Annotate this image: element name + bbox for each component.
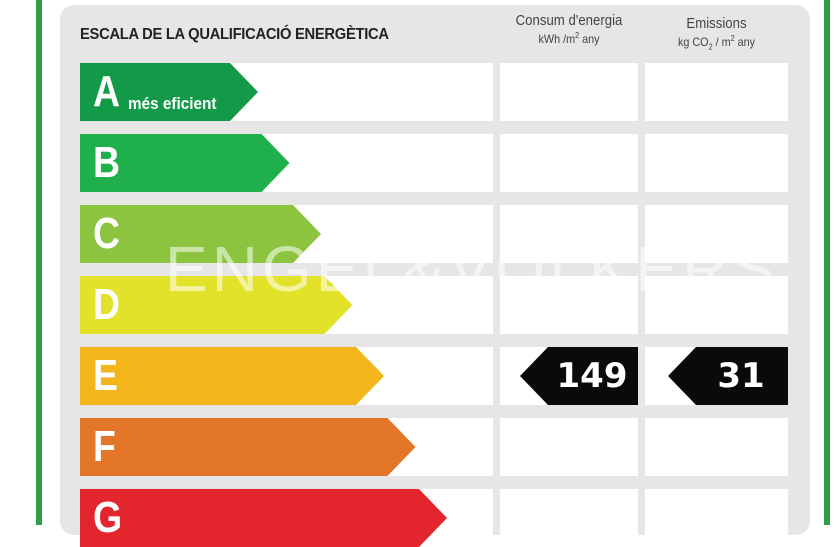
consumption-column-header: Consum d'energia kWh /m2 any [500,12,638,46]
emissions-cell [645,276,788,334]
emissions-column-header: Emissions kg CO2 / m2 any [645,15,788,51]
rating-letter-g: G [93,493,123,542]
rating-letter-c: C [93,209,121,258]
consumption-header-unit: kWh /m2 any [538,31,600,46]
frame-right-border [824,0,830,525]
consumption-indicator-value: 149 [556,356,628,396]
rating-bar-c [80,205,321,263]
rating-letter-a: A [93,67,121,116]
consumption-header-label: Consum d'energia [515,12,623,29]
emissions-cell [645,134,788,192]
emissions-indicator-value: 31 [717,356,765,396]
most-efficient-label: més eficient [128,94,217,113]
emissions-cell [645,205,788,263]
rating-bar-b [80,134,290,192]
emissions-header-unit: kg CO2 / m2 any [677,34,756,52]
emissions-header-label: Emissions [686,15,747,32]
rating-bar-f [80,418,416,476]
rating-letter-d: D [93,280,121,329]
consumption-cell [500,418,638,476]
rating-letter-b: B [93,138,121,187]
consumption-cell [500,276,638,334]
rating-bar-a [80,63,258,121]
consumption-cell [500,63,638,121]
emissions-cell [645,489,788,547]
emissions-indicator: 31 [668,347,788,410]
rating-bar-e [80,347,384,405]
emissions-cell [645,63,788,121]
rating-bar-d [80,276,353,334]
frame-left-border [36,0,42,525]
consumption-cell [500,489,638,547]
energy-scale-title: ESCALA DE LA QUALIFICACIÓ ENERGÈTICA [80,26,389,43]
rating-letter-e: E [93,351,118,400]
consumption-indicator: 149 [520,347,638,410]
emissions-cell [645,418,788,476]
consumption-cell [500,205,638,263]
rating-bar-g [80,489,447,547]
rating-letter-f: F [93,422,116,471]
consumption-cell [500,134,638,192]
